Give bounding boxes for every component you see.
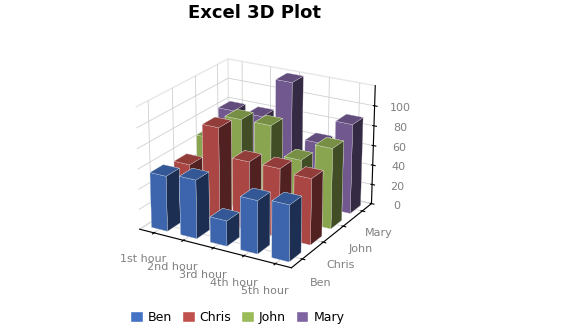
Legend: Ben, Chris, John, Mary: Ben, Chris, John, Mary <box>125 306 349 329</box>
Title: Excel 3D Plot: Excel 3D Plot <box>188 4 321 22</box>
